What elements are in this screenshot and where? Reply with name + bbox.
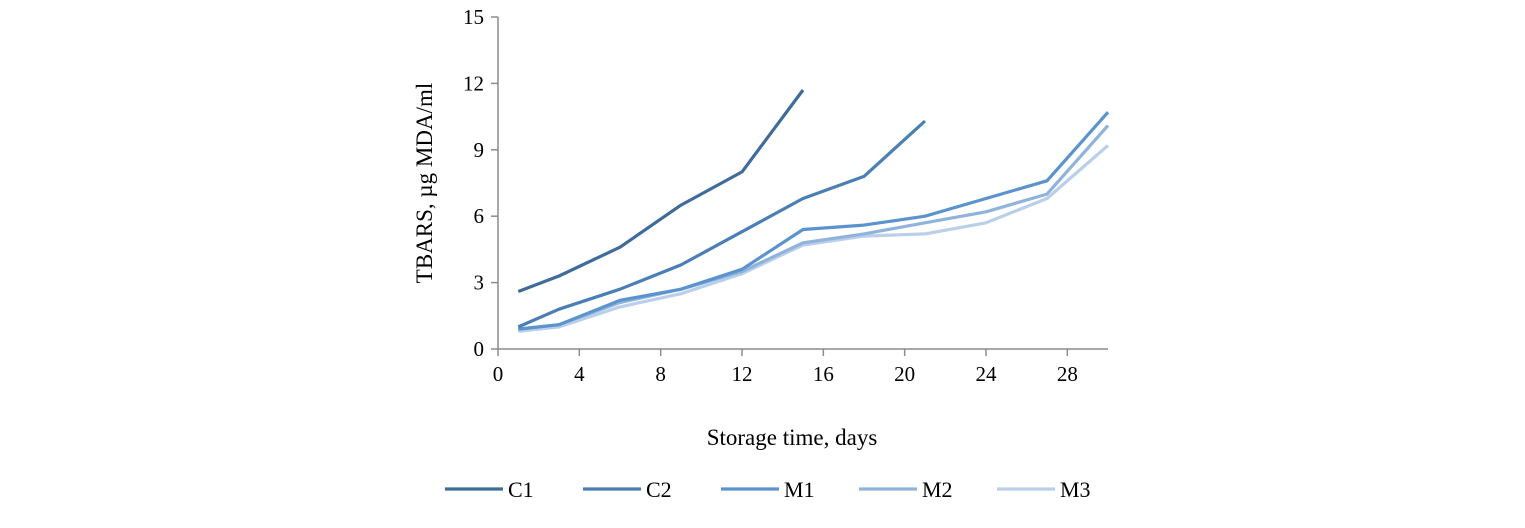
ticks-layer: 0 3 6 9 12 15 0 4 8 12 16 20 24 28: [463, 5, 1078, 386]
legend-item-c1: C1: [445, 477, 534, 502]
series-line-c1: [517, 89, 805, 293]
x-tick-label: 20: [894, 362, 915, 386]
y-tick-label: 0: [474, 337, 485, 361]
legend-label: M1: [784, 477, 815, 502]
x-axis-title: Storage time, days: [707, 425, 878, 450]
y-tick-label: 15: [463, 5, 484, 29]
y-tick-label: 6: [474, 204, 485, 228]
legend-label: C1: [508, 477, 534, 502]
y-tick-label: 9: [474, 138, 485, 162]
x-tick-label: 24: [976, 362, 998, 386]
series-layer: [517, 89, 1110, 333]
series-line-c2: [517, 119, 927, 329]
legend-label: M2: [922, 477, 953, 502]
legend-item-m1: M1: [721, 477, 815, 502]
series-line-m1: [518, 111, 1110, 331]
x-tick-label: 16: [813, 362, 834, 386]
y-tick-label: 12: [463, 71, 484, 95]
x-tick-label: 28: [1057, 362, 1078, 386]
y-axis-title: TBARS, µg MDA/ml: [412, 83, 437, 283]
x-tick-label: 8: [655, 362, 666, 386]
y-tick-label: 3: [474, 271, 485, 295]
axes-layer: [497, 17, 1108, 350]
legend: C1 C2 M1 M2 M3: [445, 477, 1091, 502]
x-tick-label: 0: [493, 362, 504, 386]
legend-label: M3: [1060, 477, 1091, 502]
legend-item-m3: M3: [997, 477, 1091, 502]
x-tick-label: 12: [732, 362, 753, 386]
x-tick-label: 4: [574, 362, 585, 386]
legend-item-c2: C2: [583, 477, 672, 502]
series-line-m3: [518, 144, 1110, 333]
legend-item-m2: M2: [859, 477, 953, 502]
legend-label: C2: [646, 477, 672, 502]
